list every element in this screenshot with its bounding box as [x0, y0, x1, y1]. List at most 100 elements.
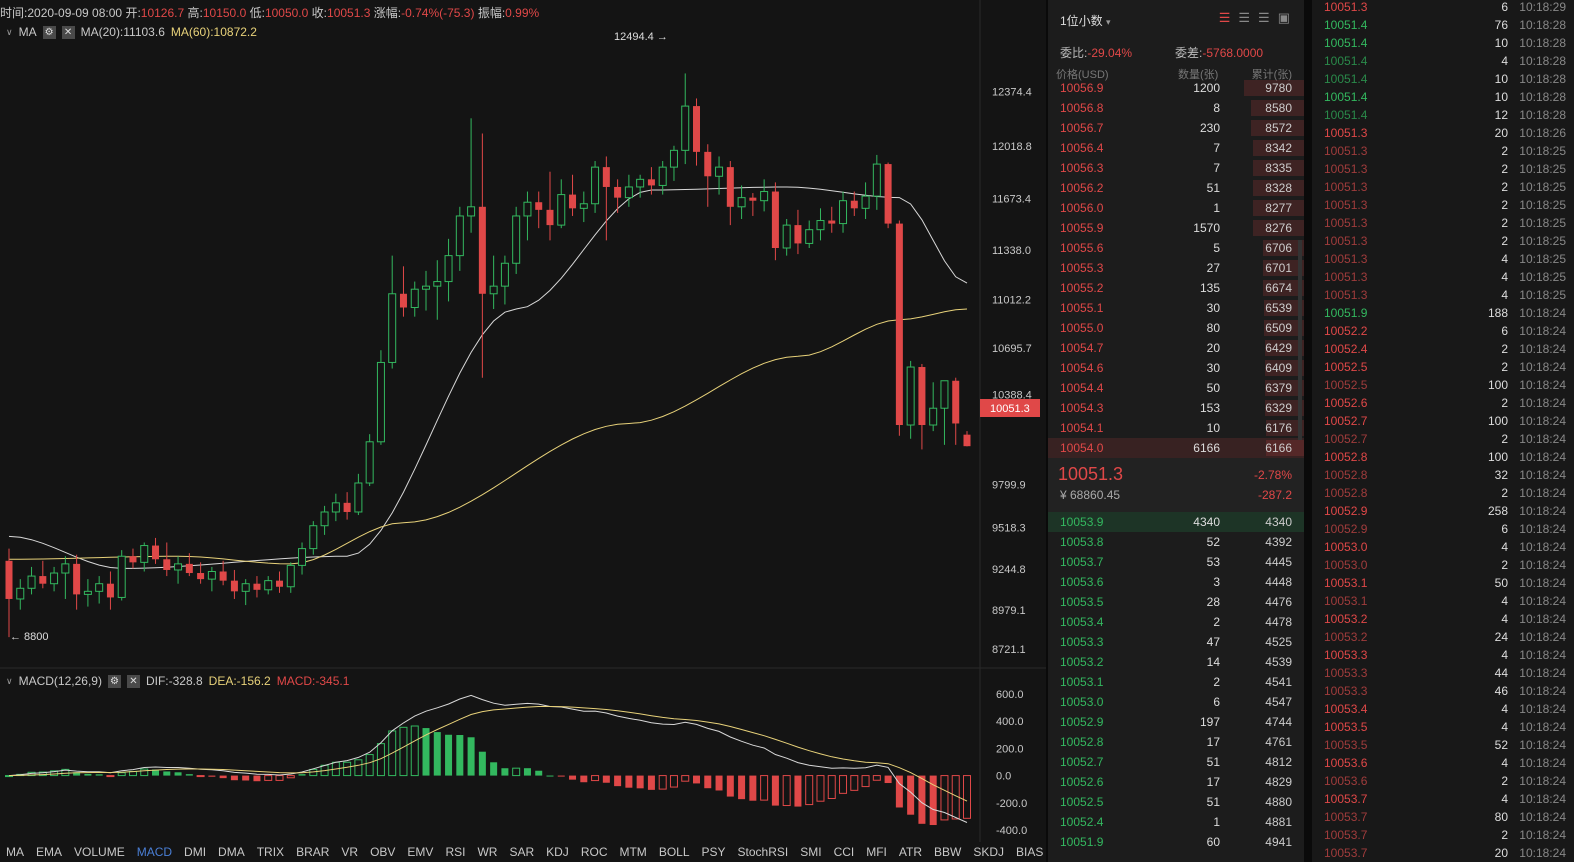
- trade-price: 10052.8: [1324, 486, 1368, 500]
- precision-label: 1位小数: [1060, 14, 1103, 28]
- candlestick-chart[interactable]: 12374.4 12018.8 11673.4 11338.0 11012.2 10695…: [0, 0, 1046, 842]
- ask-row[interactable]: 10056.9 1200 9780: [1048, 78, 1304, 98]
- orderbook-scrollbar[interactable]: [1298, 240, 1302, 440]
- tab-emv[interactable]: EMV: [407, 845, 434, 859]
- tab-volume[interactable]: VOLUME: [74, 845, 125, 859]
- tab-vr[interactable]: VR: [341, 845, 359, 859]
- ask-row[interactable]: 10055.3 27 6701: [1048, 258, 1304, 278]
- ask-price: 10055.6: [1060, 241, 1104, 255]
- tab-trix[interactable]: TRIX: [256, 845, 285, 859]
- chevron-down-icon[interactable]: ∨: [6, 675, 13, 686]
- tab-boll[interactable]: BOLL: [658, 845, 690, 859]
- trade-qty: 2: [1501, 162, 1508, 176]
- depth-bar: [1251, 100, 1304, 116]
- candle: [354, 473, 363, 516]
- ask-row[interactable]: 10056.0 1 8277: [1048, 198, 1304, 218]
- tab-sar[interactable]: SAR: [509, 845, 535, 859]
- ask-row[interactable]: 10055.1 30 6539: [1048, 298, 1304, 318]
- ask-row[interactable]: 10056.7 230 8572: [1048, 118, 1304, 138]
- view-both-icon[interactable]: ☰: [1218, 10, 1231, 25]
- tab-rsi[interactable]: RSI: [445, 845, 466, 859]
- bid-row[interactable]: 10053.5 28 4476: [1048, 592, 1304, 612]
- tab-bbw[interactable]: BBW: [934, 845, 962, 859]
- bid-row[interactable]: 10052.6 17 4829: [1048, 772, 1304, 792]
- tab-dmi[interactable]: DMI: [184, 845, 207, 859]
- tab-ema[interactable]: EMA: [36, 845, 63, 859]
- view-bids-icon[interactable]: ☰: [1238, 10, 1251, 25]
- ask-row[interactable]: 10055.0 80 6509: [1048, 318, 1304, 338]
- tab-cci[interactable]: CCI: [833, 845, 855, 859]
- ask-row[interactable]: 10054.0 6166 6166: [1048, 438, 1304, 458]
- macd-y-tick: -200.0: [996, 798, 1027, 810]
- bid-row[interactable]: 10052.8 17 4761: [1048, 732, 1304, 752]
- tab-roc[interactable]: ROC: [580, 845, 608, 859]
- trade-time: 10:18:24: [1519, 414, 1566, 428]
- ask-row[interactable]: 10056.8 8 8580: [1048, 98, 1304, 118]
- tab-kdj[interactable]: KDJ: [546, 845, 569, 859]
- bid-row[interactable]: 10051.9 60 4941: [1048, 832, 1304, 852]
- tab-psy[interactable]: PSY: [701, 845, 726, 859]
- trade-time: 10:18:24: [1519, 504, 1566, 518]
- ask-row[interactable]: 10056.4 7 8342: [1048, 138, 1304, 158]
- trade-row: 10053.7 4 10:18:24: [1312, 790, 1574, 808]
- ask-row[interactable]: 10055.2 135 6674: [1048, 278, 1304, 298]
- ask-cum: 6176: [1265, 421, 1292, 435]
- bid-row[interactable]: 10053.8 52 4392: [1048, 532, 1304, 552]
- tab-dma[interactable]: DMA: [218, 845, 245, 859]
- expand-icon[interactable]: ▣: [1277, 10, 1290, 25]
- bid-row[interactable]: 10053.3 47 4525: [1048, 632, 1304, 652]
- bid-row[interactable]: 10053.9 4340 4340: [1048, 512, 1304, 532]
- bid-row[interactable]: 10053.2 14 4539: [1048, 652, 1304, 672]
- macd-bar: [38, 771, 47, 777]
- bid-row[interactable]: 10053.7 53 4445: [1048, 552, 1304, 572]
- tab-mfi[interactable]: MFI: [866, 845, 887, 859]
- ask-row[interactable]: 10054.4 50 6379: [1048, 378, 1304, 398]
- macd-bar: [501, 768, 509, 776]
- tab-ma[interactable]: MA: [6, 845, 24, 859]
- candle: [669, 145, 678, 181]
- bid-row[interactable]: 10052.5 51 4880: [1048, 792, 1304, 812]
- bid-row[interactable]: 10052.4 1 4881: [1048, 812, 1304, 832]
- ask-row[interactable]: 10056.3 7 8335: [1048, 158, 1304, 178]
- gear-icon[interactable]: ⚙: [42, 25, 56, 39]
- tab-smi[interactable]: SMI: [800, 845, 822, 859]
- view-asks-icon[interactable]: ☰: [1258, 10, 1270, 25]
- tab-mtm[interactable]: MTM: [619, 845, 647, 859]
- ask-cum: 8335: [1265, 161, 1292, 175]
- ask-row[interactable]: 10056.2 51 8328: [1048, 178, 1304, 198]
- tab-stochrsi[interactable]: StochRSI: [737, 845, 789, 859]
- ask-row[interactable]: 10054.1 10 6176: [1048, 418, 1304, 438]
- bid-row[interactable]: 10053.1 2 4541: [1048, 672, 1304, 692]
- trade-time: 10:18:28: [1519, 108, 1566, 122]
- tab-atr[interactable]: ATR: [898, 845, 923, 859]
- macd-bar: [354, 759, 363, 777]
- close-icon[interactable]: ✕: [61, 25, 75, 39]
- tab-wr[interactable]: WR: [477, 845, 498, 859]
- bid-row[interactable]: 10053.0 6 4547: [1048, 692, 1304, 712]
- bid-row[interactable]: 10053.6 3 4448: [1048, 572, 1304, 592]
- bid-price: 10052.8: [1060, 735, 1104, 749]
- bid-cum: 4829: [1265, 775, 1292, 789]
- tab-macd[interactable]: MACD: [136, 845, 173, 859]
- ask-row[interactable]: 10054.3 153 6329: [1048, 398, 1304, 418]
- ask-row[interactable]: 10055.9 1570 8276: [1048, 218, 1304, 238]
- tab-brar[interactable]: BRAR: [296, 845, 330, 859]
- precision-dropdown[interactable]: 1位小数 ▾: [1060, 12, 1111, 29]
- close-icon[interactable]: ✕: [126, 674, 140, 688]
- high-value: 10150.0: [202, 6, 247, 20]
- ma-indicator-row: ∨ MA ⚙ ✕ MA(20):11103.6 MA(60):10872.2: [6, 25, 257, 39]
- gear-icon[interactable]: ⚙: [107, 674, 121, 688]
- ask-row[interactable]: 10054.6 30 6409: [1048, 358, 1304, 378]
- chevron-down-icon[interactable]: ∨: [6, 26, 13, 37]
- bid-row[interactable]: 10052.7 51 4812: [1048, 752, 1304, 772]
- trade-price: 10052.2: [1324, 324, 1368, 338]
- bid-row[interactable]: 10052.9 197 4744: [1048, 712, 1304, 732]
- ask-row[interactable]: 10054.7 20 6429: [1048, 338, 1304, 358]
- macd-bar: [929, 775, 937, 826]
- ask-row[interactable]: 10055.6 5 6706: [1048, 238, 1304, 258]
- chart-area[interactable]: 时间:2020-09-09 08:00 开:10126.7 高:10150.0 …: [0, 0, 1046, 862]
- tab-skdj[interactable]: SKDJ: [973, 845, 1005, 859]
- tab-bias[interactable]: BIAS: [1016, 845, 1044, 859]
- bid-row[interactable]: 10053.4 2 4478: [1048, 612, 1304, 632]
- tab-obv[interactable]: OBV: [370, 845, 396, 859]
